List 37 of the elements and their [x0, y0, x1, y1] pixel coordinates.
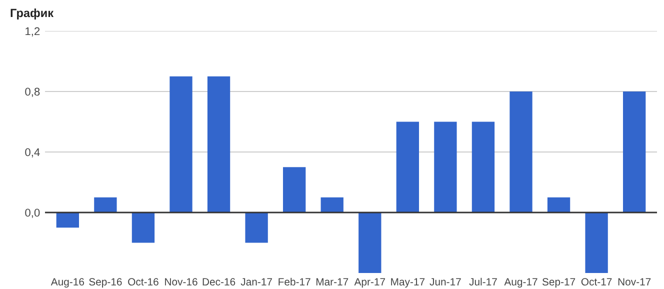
bar [56, 212, 79, 228]
x-tick-label: Feb-17 [278, 278, 310, 286]
x-tick-label: Jun-17 [430, 278, 461, 286]
bar [245, 212, 268, 243]
bar [358, 212, 382, 273]
x-tick-label: Sep-17 [542, 278, 576, 288]
x-tick-label: Jan-17 [240, 278, 272, 286]
x-tick-label: May-17 [391, 278, 425, 288]
bar [320, 197, 344, 212]
x-tick-label: Jul-17 [469, 278, 497, 286]
x-tick-label: Aug-16 [50, 278, 84, 288]
x-tick-label: Oct-16 [128, 278, 158, 286]
x-tick-label: Nov-16 [165, 278, 198, 286]
bar [396, 122, 419, 212]
y-tick-label: 0,8 [25, 88, 40, 97]
x-tick-label: Sep-16 [89, 278, 122, 288]
x-tick-label: Mar-17 [316, 278, 348, 286]
bar [207, 76, 230, 212]
bar [434, 122, 457, 212]
y-tick-label: 1,2 [26, 27, 40, 36]
bar [510, 92, 532, 212]
bar [623, 92, 646, 212]
x-tick-label: Oct-17 [581, 278, 612, 286]
bar [472, 122, 495, 212]
bar [132, 212, 155, 243]
y-tick-label: 0,0 [25, 208, 40, 218]
y-tick-label: 0,4 [25, 148, 40, 158]
bar [585, 212, 608, 273]
bar [170, 76, 192, 212]
x-tick-label: Nov-17 [618, 278, 651, 286]
bar [283, 167, 306, 212]
x-tick-label: Apr-17 [354, 278, 385, 288]
x-tick-label: Dec-16 [202, 278, 236, 286]
chart-title: График [10, 8, 54, 20]
bar [94, 197, 117, 212]
x-tick-label: Aug-17 [504, 278, 538, 288]
bar [547, 197, 570, 212]
